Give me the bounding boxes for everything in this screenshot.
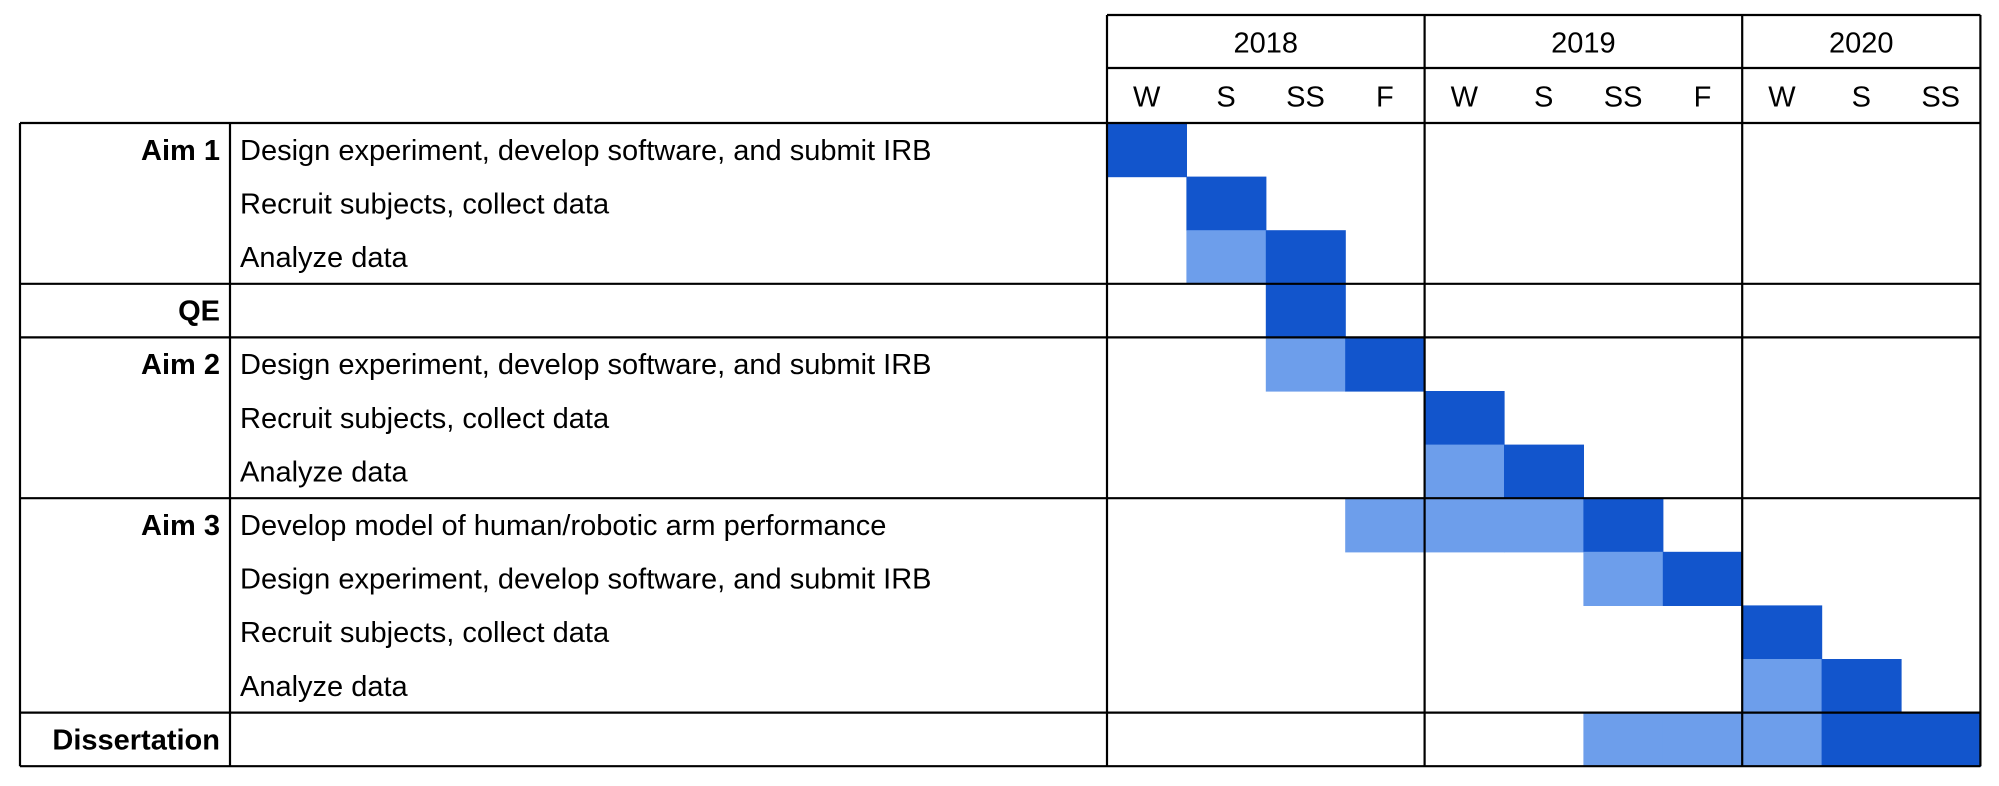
timeline-cell-primary — [1504, 444, 1584, 499]
timeline-cell-primary — [1107, 123, 1187, 178]
group-label: Aim 1 — [141, 135, 220, 167]
season-header-label: F — [1376, 82, 1394, 114]
timeline-cell-secondary — [1345, 498, 1426, 553]
task-label: Design experiment, develop software, and… — [240, 135, 932, 167]
timeline-cell-secondary — [1662, 712, 1743, 767]
timeline-cell-secondary — [1583, 551, 1664, 606]
timeline-cell-secondary — [1424, 498, 1505, 553]
timeline-cell-secondary — [1742, 659, 1823, 714]
task-label: Recruit subjects, collect data — [240, 403, 610, 435]
season-header-label: W — [1451, 82, 1479, 114]
timeline-cell-secondary — [1186, 230, 1267, 285]
timeline-cell-primary — [1583, 498, 1664, 553]
task-label: Analyze data — [240, 456, 409, 488]
year-header-label: 2020 — [1829, 28, 1894, 60]
timeline-cell-primary — [1345, 337, 1426, 392]
season-header-label: W — [1133, 82, 1161, 114]
task-label: Develop model of human/robotic arm perfo… — [240, 510, 886, 542]
timeline-bars — [1107, 123, 1981, 767]
timeline-cell-secondary — [1265, 337, 1346, 392]
grid-lines — [18, 13, 1982, 768]
task-label: Analyze data — [240, 671, 409, 703]
timeline-cell-primary — [1186, 176, 1267, 231]
season-header-label: SS — [1604, 82, 1643, 114]
season-header-label: S — [1216, 82, 1235, 114]
year-header-label: 2018 — [1234, 28, 1299, 60]
timeline-cell-primary — [1821, 659, 1902, 714]
season-header-label: W — [1768, 82, 1796, 114]
task-label: Recruit subjects, collect data — [240, 617, 610, 649]
timeline-cell-primary — [1901, 712, 1981, 767]
task-label: Design experiment, develop software, and… — [240, 564, 932, 596]
timeline-cell-secondary — [1742, 712, 1823, 767]
timeline-cell-secondary — [1583, 712, 1664, 767]
season-header-label: F — [1694, 82, 1712, 114]
season-header-label: SS — [1286, 82, 1325, 114]
season-header-label: S — [1534, 82, 1553, 114]
group-label: QE — [178, 296, 220, 328]
season-header-label: S — [1852, 82, 1871, 114]
year-header-label: 2019 — [1551, 28, 1616, 60]
timeline-cell-primary — [1662, 551, 1743, 606]
task-label: Recruit subjects, collect data — [240, 188, 610, 220]
timeline-cell-secondary — [1424, 444, 1505, 499]
timeline-cell-primary — [1424, 391, 1505, 446]
group-label: Aim 3 — [141, 510, 220, 542]
task-label: Analyze data — [240, 242, 409, 274]
timeline-cell-primary — [1265, 283, 1346, 338]
group-label: Dissertation — [52, 724, 220, 756]
season-header-label: SS — [1921, 82, 1960, 114]
timeline-cell-secondary — [1504, 498, 1584, 553]
timeline-cell-primary — [1742, 605, 1823, 660]
group-label: Aim 2 — [141, 349, 220, 381]
timeline-cell-primary — [1265, 230, 1346, 285]
task-label: Design experiment, develop software, and… — [240, 349, 932, 381]
timeline-cell-primary — [1821, 712, 1902, 767]
